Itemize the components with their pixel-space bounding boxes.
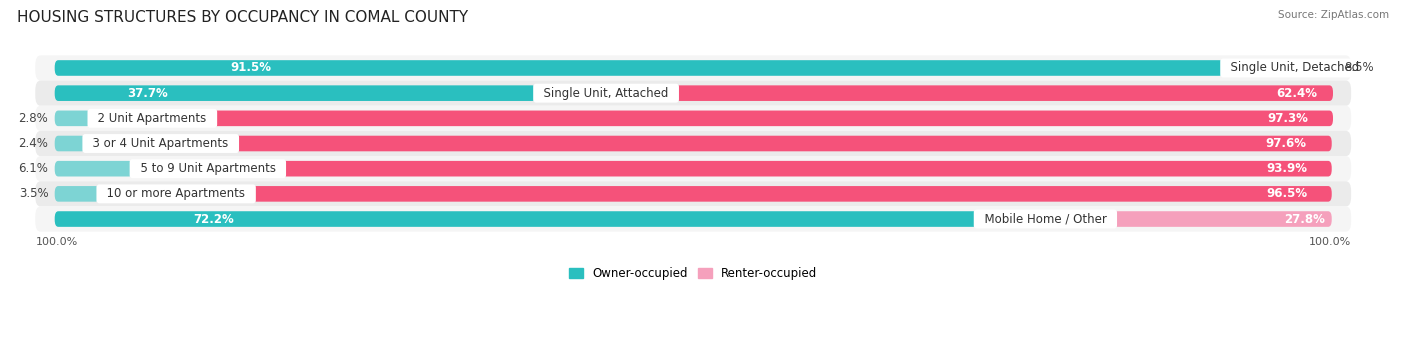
FancyBboxPatch shape [55, 110, 90, 126]
FancyBboxPatch shape [132, 161, 1331, 177]
Text: 97.6%: 97.6% [1265, 137, 1306, 150]
Text: 2.8%: 2.8% [18, 112, 48, 125]
FancyBboxPatch shape [35, 156, 1351, 181]
FancyBboxPatch shape [86, 136, 1331, 151]
Text: 2 Unit Apartments: 2 Unit Apartments [90, 112, 214, 125]
FancyBboxPatch shape [35, 131, 1351, 156]
FancyBboxPatch shape [536, 85, 1333, 101]
FancyBboxPatch shape [35, 55, 1351, 80]
Text: Single Unit, Attached: Single Unit, Attached [536, 87, 676, 100]
Text: 3 or 4 Unit Apartments: 3 or 4 Unit Apartments [86, 137, 236, 150]
FancyBboxPatch shape [55, 186, 100, 202]
Text: 2.4%: 2.4% [18, 137, 48, 150]
Text: 62.4%: 62.4% [1277, 87, 1317, 100]
Legend: Owner-occupied, Renter-occupied: Owner-occupied, Renter-occupied [564, 263, 823, 285]
FancyBboxPatch shape [35, 106, 1351, 131]
FancyBboxPatch shape [55, 211, 977, 227]
Text: HOUSING STRUCTURES BY OCCUPANCY IN COMAL COUNTY: HOUSING STRUCTURES BY OCCUPANCY IN COMAL… [17, 10, 468, 25]
Text: 93.9%: 93.9% [1267, 162, 1308, 175]
FancyBboxPatch shape [55, 136, 86, 151]
FancyBboxPatch shape [35, 206, 1351, 232]
FancyBboxPatch shape [977, 211, 1331, 227]
FancyBboxPatch shape [55, 60, 1223, 76]
Text: 5 to 9 Unit Apartments: 5 to 9 Unit Apartments [132, 162, 283, 175]
Text: Source: ZipAtlas.com: Source: ZipAtlas.com [1278, 10, 1389, 20]
Text: Mobile Home / Other: Mobile Home / Other [977, 212, 1114, 225]
FancyBboxPatch shape [55, 85, 536, 101]
Text: 100.0%: 100.0% [35, 237, 77, 247]
Text: 96.5%: 96.5% [1265, 187, 1308, 201]
FancyBboxPatch shape [90, 110, 1333, 126]
Text: 100.0%: 100.0% [1309, 237, 1351, 247]
Text: 27.8%: 27.8% [1284, 212, 1324, 225]
Text: 37.7%: 37.7% [127, 87, 167, 100]
Text: 8.5%: 8.5% [1344, 61, 1374, 74]
FancyBboxPatch shape [55, 161, 132, 177]
FancyBboxPatch shape [100, 186, 1331, 202]
Text: 10 or more Apartments: 10 or more Apartments [100, 187, 253, 201]
Text: 6.1%: 6.1% [18, 162, 48, 175]
FancyBboxPatch shape [1223, 60, 1331, 76]
FancyBboxPatch shape [35, 181, 1351, 206]
Text: 3.5%: 3.5% [18, 187, 48, 201]
Text: 91.5%: 91.5% [231, 61, 271, 74]
Text: 72.2%: 72.2% [193, 212, 233, 225]
FancyBboxPatch shape [35, 80, 1351, 106]
Text: 97.3%: 97.3% [1267, 112, 1308, 125]
Text: Single Unit, Detached: Single Unit, Detached [1223, 61, 1367, 74]
